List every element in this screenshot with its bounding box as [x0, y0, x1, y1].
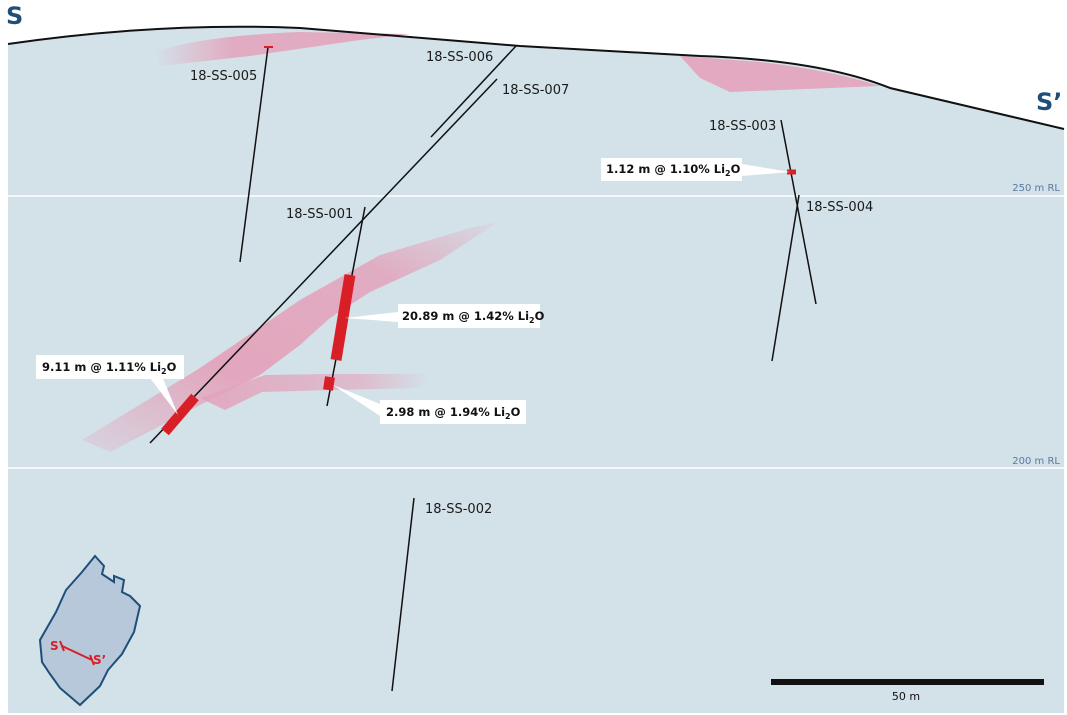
inset-section-tick-start [59, 640, 65, 652]
callout-1-12-sub: 2 [725, 169, 731, 178]
callout-1-12-text: 1.12 m @ 1.10% Li [606, 162, 725, 176]
callout-20-89-sub: 2 [529, 316, 535, 325]
drillhole-label-18-SS-007: 18-SS-007 [502, 83, 569, 98]
callout-leader-2 [150, 376, 178, 415]
topography-line [7, 25, 1065, 130]
pegmatite-body-main [82, 222, 498, 452]
callout-20-89: 20.89 m @ 1.42% Li2O [398, 304, 545, 328]
drillhole-trace-18-SS-004 [771, 194, 800, 362]
callout-2-98: 2.98 m @ 1.94% Li2O [380, 400, 526, 424]
drillhole-label-18-SS-005: 18-SS-005 [190, 69, 257, 84]
callout-2-98-sub: 2 [505, 412, 511, 421]
pegmatite-body-lower-branch [200, 374, 430, 410]
callout-leader-1 [345, 312, 398, 322]
drillhole-trace-18-SS-005 [239, 46, 269, 263]
intercept-18-SS-007 [161, 393, 199, 436]
callout-9-11-sub: 2 [161, 367, 167, 376]
pegmatite-body-upper-left [155, 32, 410, 66]
inset-section-tick-end [89, 654, 95, 666]
svg-text:1.12 m @ 1.10% Li2O: 1.12 m @ 1.10% Li2O [606, 162, 741, 178]
intercept-18-SS-001-lower [323, 376, 335, 391]
scale-bar [771, 679, 1044, 685]
inset-section-line [61, 645, 93, 661]
callout-9-11-text: 9.11 m @ 1.11% Li [42, 360, 161, 374]
callout-1-12: 1.12 m @ 1.10% Li2O [601, 158, 742, 181]
drillhole-trace-18-SS-006 [430, 45, 517, 138]
drillhole-label-18-SS-006: 18-SS-006 [426, 50, 493, 65]
drillhole-trace-18-SS-003 [780, 119, 817, 305]
drillhole-label-18-SS-003: 18-SS-003 [709, 119, 776, 134]
drillhole-label-18-SS-001: 18-SS-001 [286, 207, 353, 222]
drillhole-trace-18-SS-002 [391, 497, 415, 692]
callout-20-89-text: 20.89 m @ 1.42% Li [402, 309, 529, 323]
section-start-label: S [6, 2, 23, 30]
level-label-200: 200 m RL [1012, 456, 1060, 467]
section-background [8, 26, 1064, 713]
callout-1-12-tail: O [731, 162, 741, 176]
section-end-label: S’ [1036, 88, 1062, 116]
inset-map: S S’ [38, 554, 142, 707]
drillhole-label-18-SS-002: 18-SS-002 [425, 502, 492, 517]
callout-2-98-tail: O [511, 405, 521, 419]
callout-9-11: 9.11 m @ 1.11% Li2O [36, 355, 184, 379]
callout-2-98-text: 2.98 m @ 1.94% Li [386, 405, 505, 419]
inset-map-outline [38, 554, 142, 707]
intercept-18-SS-001-main [330, 274, 356, 361]
callout-leader-4 [742, 164, 790, 176]
scale-bar-label: 50 m [892, 690, 920, 703]
callout-20-89-tail: O [535, 309, 545, 323]
inset-start-label: S [50, 639, 59, 653]
drillhole-trace-18-SS-007 [149, 78, 498, 444]
drillhole-label-18-SS-004: 18-SS-004 [806, 200, 873, 215]
callout-leader-3 [333, 385, 380, 416]
level-label-250: 250 m RL [1012, 183, 1060, 194]
callout-9-11-tail: O [167, 360, 177, 374]
svg-text:2.98 m @ 1.94% Li2O: 2.98 m @ 1.94% Li2O [386, 405, 521, 421]
pegmatite-body-upper-right [680, 56, 880, 92]
svg-text:20.89 m @ 1.42% Li2O: 20.89 m @ 1.42% Li2O [402, 309, 545, 325]
callout-leaders [150, 164, 790, 416]
inset-end-label: S’ [93, 653, 106, 667]
svg-text:9.11 m @ 1.11% Li2O: 9.11 m @ 1.11% Li2O [42, 360, 177, 376]
